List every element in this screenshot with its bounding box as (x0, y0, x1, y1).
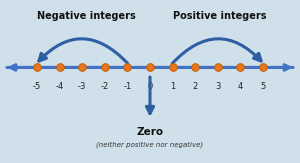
Text: -2: -2 (100, 82, 109, 91)
Text: 4: 4 (238, 82, 243, 91)
Text: (neither positive nor negative): (neither positive nor negative) (96, 142, 204, 148)
Text: 0: 0 (147, 82, 153, 91)
Text: Negative integers: Negative integers (37, 11, 136, 21)
Text: 1: 1 (170, 82, 175, 91)
Text: -3: -3 (78, 82, 86, 91)
Text: -1: -1 (123, 82, 131, 91)
Text: -5: -5 (33, 82, 41, 91)
Text: Positive integers: Positive integers (173, 11, 267, 21)
Text: -4: -4 (56, 82, 64, 91)
Text: 3: 3 (215, 82, 220, 91)
Text: 2: 2 (193, 82, 198, 91)
Text: 5: 5 (260, 82, 266, 91)
Text: Zero: Zero (136, 127, 164, 137)
